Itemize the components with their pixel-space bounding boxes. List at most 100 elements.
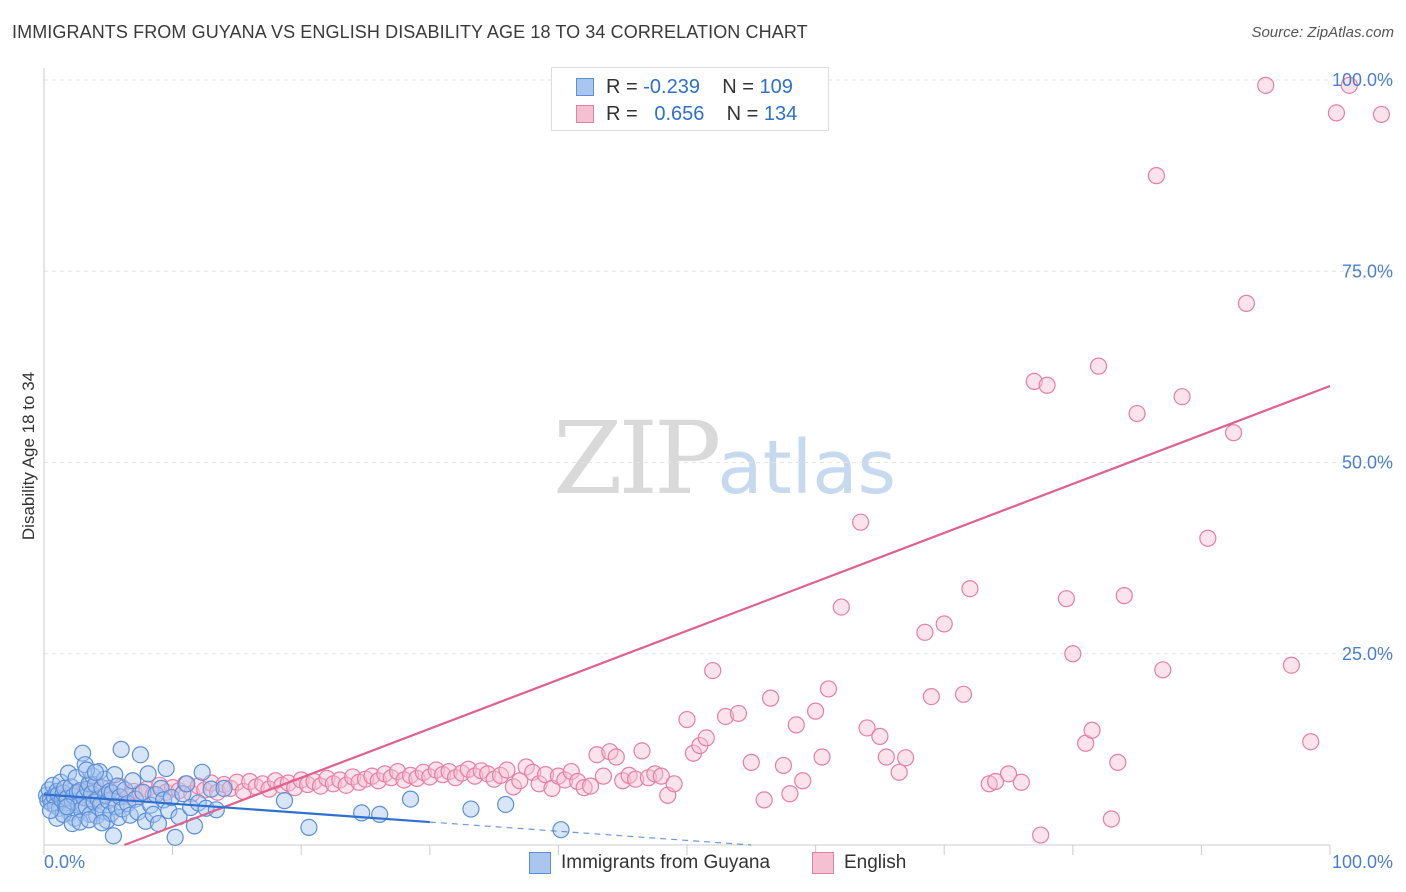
english-point <box>678 710 696 729</box>
guyana-point <box>401 790 420 808</box>
guyana-points <box>37 740 570 846</box>
guyana-point <box>462 800 480 818</box>
guyana-point <box>104 827 123 845</box>
english-point <box>626 770 645 788</box>
english-point <box>665 775 683 793</box>
legend-n-label: N = <box>726 102 759 125</box>
watermark-atlas: atlas <box>717 425 897 511</box>
guyana-point <box>86 763 105 781</box>
legend-pink-n: 134 <box>763 102 798 125</box>
english-point <box>408 769 426 788</box>
english-point <box>729 704 748 723</box>
english-point <box>1012 773 1030 791</box>
english-point <box>922 687 940 706</box>
english-point <box>1237 294 1256 312</box>
english-point <box>852 513 870 531</box>
english-point <box>633 742 651 760</box>
english-point <box>530 775 548 793</box>
english-point <box>536 766 555 784</box>
english-point <box>704 661 722 680</box>
english-point <box>832 598 850 616</box>
english-point <box>819 680 838 698</box>
english-point <box>569 772 587 791</box>
english-point <box>781 785 799 803</box>
guyana-point <box>178 775 196 793</box>
guyana-point <box>193 763 211 781</box>
english-point <box>755 791 773 809</box>
y-tick-label: 100.0% <box>1332 70 1393 90</box>
english-point <box>421 768 439 786</box>
english-point <box>1154 661 1172 679</box>
guyana-point <box>58 798 76 816</box>
english-point <box>588 746 606 764</box>
english-point <box>716 707 735 726</box>
english-point <box>1257 76 1275 94</box>
y-axis-label: Disability Age 18 to 34 <box>19 372 38 540</box>
guyana-point <box>497 795 515 814</box>
guyana-trend-line <box>43 793 430 824</box>
y-tick-label: 50.0% <box>1342 453 1393 473</box>
english-point <box>890 763 908 781</box>
guyana-point <box>371 805 389 824</box>
guyana-point <box>174 785 192 803</box>
legend-pink-r: 0.656 <box>654 102 705 125</box>
english-point <box>1109 753 1127 771</box>
english-point <box>504 778 522 796</box>
guyana-point <box>93 814 111 832</box>
english-point <box>1340 76 1358 94</box>
english-point <box>1115 587 1133 605</box>
watermark: ZIPatlas <box>553 400 896 517</box>
guyana-point <box>139 765 157 783</box>
guyana-point <box>157 759 175 778</box>
legend-swatch-blue <box>576 78 594 96</box>
legend-row-english: R = 0.656 N = 134 <box>576 102 797 126</box>
legend-r-label: R = <box>606 102 638 125</box>
english-point <box>581 777 600 795</box>
english-point <box>221 779 240 797</box>
english-point <box>697 729 715 747</box>
legend-blue-r: -0.239 <box>643 75 700 98</box>
legend-blue-n: 109 <box>759 75 793 98</box>
english-point <box>806 702 825 720</box>
english-point <box>1089 357 1108 375</box>
english-point <box>1057 590 1075 608</box>
guyana-point <box>134 783 152 801</box>
english-point <box>916 623 934 641</box>
english-point <box>369 772 387 790</box>
english-point <box>382 769 400 787</box>
guyana-point <box>300 818 318 837</box>
bottom-legend-english: English <box>812 852 906 874</box>
english-point <box>761 689 780 707</box>
english-point <box>1102 810 1120 828</box>
english-point <box>1199 529 1217 547</box>
guyana-point <box>41 801 60 820</box>
bottom-swatch-pink <box>812 852 834 874</box>
english-point <box>440 762 458 781</box>
axis-labels: 25.0% 50.0% 75.0% 100.0% 0.0% 100.0% Disabilit… <box>19 70 1393 872</box>
guyana-point <box>552 821 570 839</box>
english-point <box>459 760 477 778</box>
english-point <box>511 772 529 790</box>
guyana-point <box>131 746 150 764</box>
english-point <box>1327 104 1346 122</box>
chart-title: IMMIGRANTS FROM GUYANA VS ENGLISH DISABI… <box>12 22 808 42</box>
legend-swatch-pink <box>576 105 594 123</box>
english-point <box>813 748 831 766</box>
legend-r-label: R = <box>606 75 638 98</box>
trend-lines <box>43 384 1331 847</box>
guyana-point <box>166 828 184 846</box>
english-point <box>1282 656 1301 674</box>
guyana-point <box>275 792 294 810</box>
source-label: Source: ZipAtlas.com <box>1251 24 1394 41</box>
english-point <box>562 762 580 781</box>
english-point <box>1128 404 1146 423</box>
bottom-legend-guyana-label: Immigrants from Guyana <box>561 852 771 873</box>
bottom-legend-english-label: English <box>844 852 907 873</box>
guyana-point <box>215 779 233 797</box>
y-tick-label: 75.0% <box>1342 261 1393 281</box>
english-point <box>1032 826 1050 844</box>
legend-n-label: N = <box>722 75 754 98</box>
x-tick-label: 0.0% <box>44 852 85 872</box>
legend-row-guyana: R = -0.239 N = 109 <box>576 75 793 99</box>
